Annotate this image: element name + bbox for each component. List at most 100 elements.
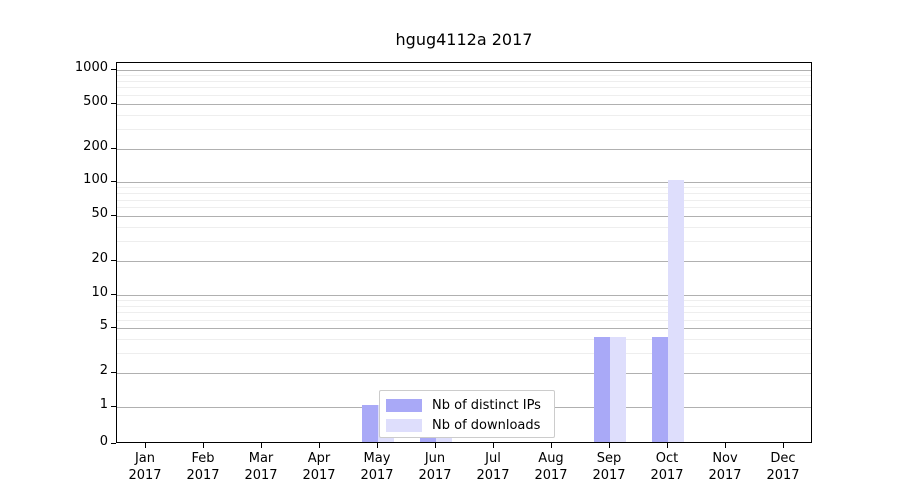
x-axis-tick-label: Apr 2017 <box>279 450 359 484</box>
gridline-minor <box>117 207 811 208</box>
x-axis-tick-year: 2017 <box>708 468 742 483</box>
gridline-minor <box>117 95 811 96</box>
plot-area <box>116 62 812 443</box>
y-axis-tick-mark <box>111 260 116 262</box>
x-axis-tick-label: Jan 2017 <box>105 450 185 484</box>
gridline-minor <box>117 300 811 301</box>
legend-label-ips: Nb of distinct IPs <box>432 397 541 413</box>
gridline-major <box>117 328 811 329</box>
x-axis-tick-month: Feb <box>191 451 215 466</box>
x-axis-tick-label: Mar 2017 <box>221 450 301 484</box>
x-axis-tick-mark <box>493 443 495 448</box>
y-axis-tick-label: 500 <box>83 93 108 109</box>
x-axis-tick-month: Jul <box>485 451 501 466</box>
gridline-major <box>117 216 811 217</box>
x-axis-tick-mark <box>377 443 379 448</box>
x-axis-tick-label: Oct 2017 <box>627 450 707 484</box>
x-axis-tick-year: 2017 <box>360 468 394 483</box>
y-axis-tick-label: 2 <box>99 363 108 379</box>
gridline-minor <box>117 312 811 313</box>
y-axis-tick-label: 1000 <box>74 60 108 75</box>
gridline-minor <box>117 81 811 82</box>
y-axis-tick-mark <box>111 294 116 296</box>
x-axis-tick-month: Jun <box>424 451 446 466</box>
y-axis-tick-label: 5 <box>99 318 108 334</box>
x-axis-tick-year: 2017 <box>766 468 800 483</box>
x-axis-tick-year: 2017 <box>534 468 568 483</box>
x-axis-tick-month: Mar <box>248 451 274 466</box>
x-axis-tick-mark <box>203 443 205 448</box>
gridline-minor <box>117 115 811 116</box>
legend-item-ips: Nb of distinct IPs <box>386 395 548 415</box>
x-axis-tick-mark <box>725 443 727 448</box>
x-axis-tick-label: May 2017 <box>337 450 417 484</box>
x-axis-tick-mark <box>667 443 669 448</box>
gridline-major <box>117 295 811 296</box>
gridline-minor <box>117 306 811 307</box>
legend-swatch-icon-ips <box>386 398 422 412</box>
gridline-minor <box>117 241 811 242</box>
x-axis-tick-mark <box>435 443 437 448</box>
y-axis-tick-mark <box>111 148 116 150</box>
gridline-minor <box>117 227 811 228</box>
gridline-major <box>117 104 811 105</box>
gridline-minor <box>117 200 811 201</box>
x-axis-tick-year: 2017 <box>650 468 684 483</box>
y-axis-tick-label: 50 <box>91 206 108 222</box>
x-axis-tick-year: 2017 <box>592 468 626 483</box>
x-axis-tick-label: Jun 2017 <box>395 450 475 484</box>
bar-ips-oct <box>652 337 668 442</box>
y-axis-tick-mark <box>111 443 116 445</box>
x-axis-tick-year: 2017 <box>476 468 510 483</box>
x-axis-tick-mark <box>319 443 321 448</box>
x-axis-tick-month: May <box>363 451 391 466</box>
x-axis-tick-month: Oct <box>655 451 679 466</box>
y-axis-tick-mark <box>111 215 116 217</box>
gridline-minor <box>117 353 811 354</box>
x-axis-tick-mark <box>261 443 263 448</box>
y-axis-tick-mark <box>111 181 116 183</box>
x-axis-tick-mark <box>783 443 785 448</box>
gridline-major <box>117 373 811 374</box>
legend-label-downloads: Nb of downloads <box>432 417 541 433</box>
x-axis-tick-mark <box>551 443 553 448</box>
gridline-major <box>117 182 811 183</box>
gridline-minor <box>117 75 811 76</box>
y-axis-tick-label: 200 <box>83 138 108 154</box>
bar-ips-may <box>362 405 379 442</box>
x-axis-tick-year: 2017 <box>186 468 220 483</box>
gridline-minor <box>117 339 811 340</box>
x-axis-tick-label: Jul 2017 <box>453 450 533 484</box>
x-axis-tick-label: Feb 2017 <box>163 450 243 484</box>
x-axis-tick-month: Dec <box>770 451 796 466</box>
gridline-minor <box>117 193 811 194</box>
x-axis-tick-label: Nov 2017 <box>685 450 765 484</box>
y-axis-tick-mark <box>111 372 116 374</box>
x-axis-tick-label: Sep 2017 <box>569 450 649 484</box>
y-axis-tick-label: 10 <box>91 284 108 300</box>
x-axis-tick-month: Aug <box>538 451 564 466</box>
y-axis-tick-label: 20 <box>91 250 108 266</box>
gridline-major <box>117 261 811 262</box>
x-axis-tick-month: Nov <box>712 451 738 466</box>
x-axis-tick-month: Apr <box>307 451 331 466</box>
y-axis-tick-mark <box>111 69 116 71</box>
y-axis-tick-label: 100 <box>83 172 108 188</box>
gridline-minor <box>117 87 811 88</box>
legend-swatch-icon-downloads <box>386 418 422 432</box>
x-axis-tick-label: Dec 2017 <box>743 450 823 484</box>
y-axis-tick-mark <box>111 406 116 408</box>
x-axis-tick-year: 2017 <box>128 468 162 483</box>
x-axis-tick-year: 2017 <box>418 468 452 483</box>
y-axis-tick-label: 0 <box>99 434 108 449</box>
y-axis-tick-mark <box>111 327 116 329</box>
gridline-major <box>117 149 811 150</box>
legend-item-downloads: Nb of downloads <box>386 415 548 435</box>
x-axis-tick-mark <box>609 443 611 448</box>
x-axis-tick-label: Aug 2017 <box>511 450 591 484</box>
x-axis-tick-mark <box>145 443 147 448</box>
bar-downloads-oct <box>668 180 684 442</box>
x-axis-tick-year: 2017 <box>244 468 278 483</box>
x-axis-tick-year: 2017 <box>302 468 336 483</box>
